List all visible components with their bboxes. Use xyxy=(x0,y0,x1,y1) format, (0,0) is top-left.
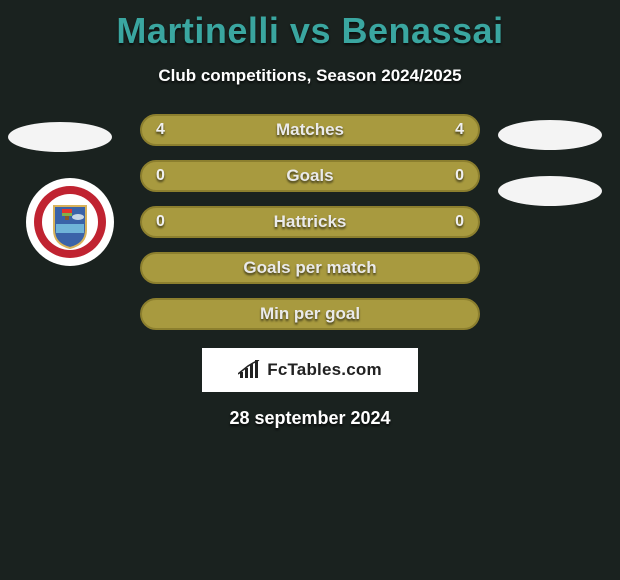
stat-right-value: 0 xyxy=(455,167,464,185)
right-player-oval-1 xyxy=(498,120,602,150)
stat-row-matches: 4 Matches 4 xyxy=(140,114,480,146)
stat-row-hattricks: 0 Hattricks 0 xyxy=(140,206,480,238)
page-title: Martinelli vs Benassai xyxy=(0,0,620,52)
footer-date: 28 september 2024 xyxy=(0,408,620,429)
stat-right-value: 4 xyxy=(455,121,464,139)
stat-label: Goals per match xyxy=(243,258,376,278)
stat-label: Hattricks xyxy=(274,212,347,232)
stat-row-goals-per-match: Goals per match xyxy=(140,252,480,284)
stat-label: Min per goal xyxy=(260,304,360,324)
bar-chart-icon xyxy=(238,360,262,380)
stat-label: Goals xyxy=(286,166,333,186)
stat-left-value: 4 xyxy=(156,121,165,139)
stat-row-min-per-goal: Min per goal xyxy=(140,298,480,330)
right-player-oval-2 xyxy=(498,176,602,206)
brand-text: FcTables.com xyxy=(267,360,382,380)
left-player-oval-1 xyxy=(8,122,112,152)
subtitle: Club competitions, Season 2024/2025 xyxy=(0,66,620,86)
brand-prefix: Fc xyxy=(267,360,287,379)
stat-left-value: 0 xyxy=(156,167,165,185)
brand-logo: FcTables.com xyxy=(202,348,418,392)
club-badge-icon xyxy=(32,184,108,260)
club-badge xyxy=(26,178,114,266)
stat-right-value: 0 xyxy=(455,213,464,231)
stat-left-value: 0 xyxy=(156,213,165,231)
stat-row-goals: 0 Goals 0 xyxy=(140,160,480,192)
stat-label: Matches xyxy=(276,120,344,140)
brand-suffix: Tables.com xyxy=(287,360,381,379)
